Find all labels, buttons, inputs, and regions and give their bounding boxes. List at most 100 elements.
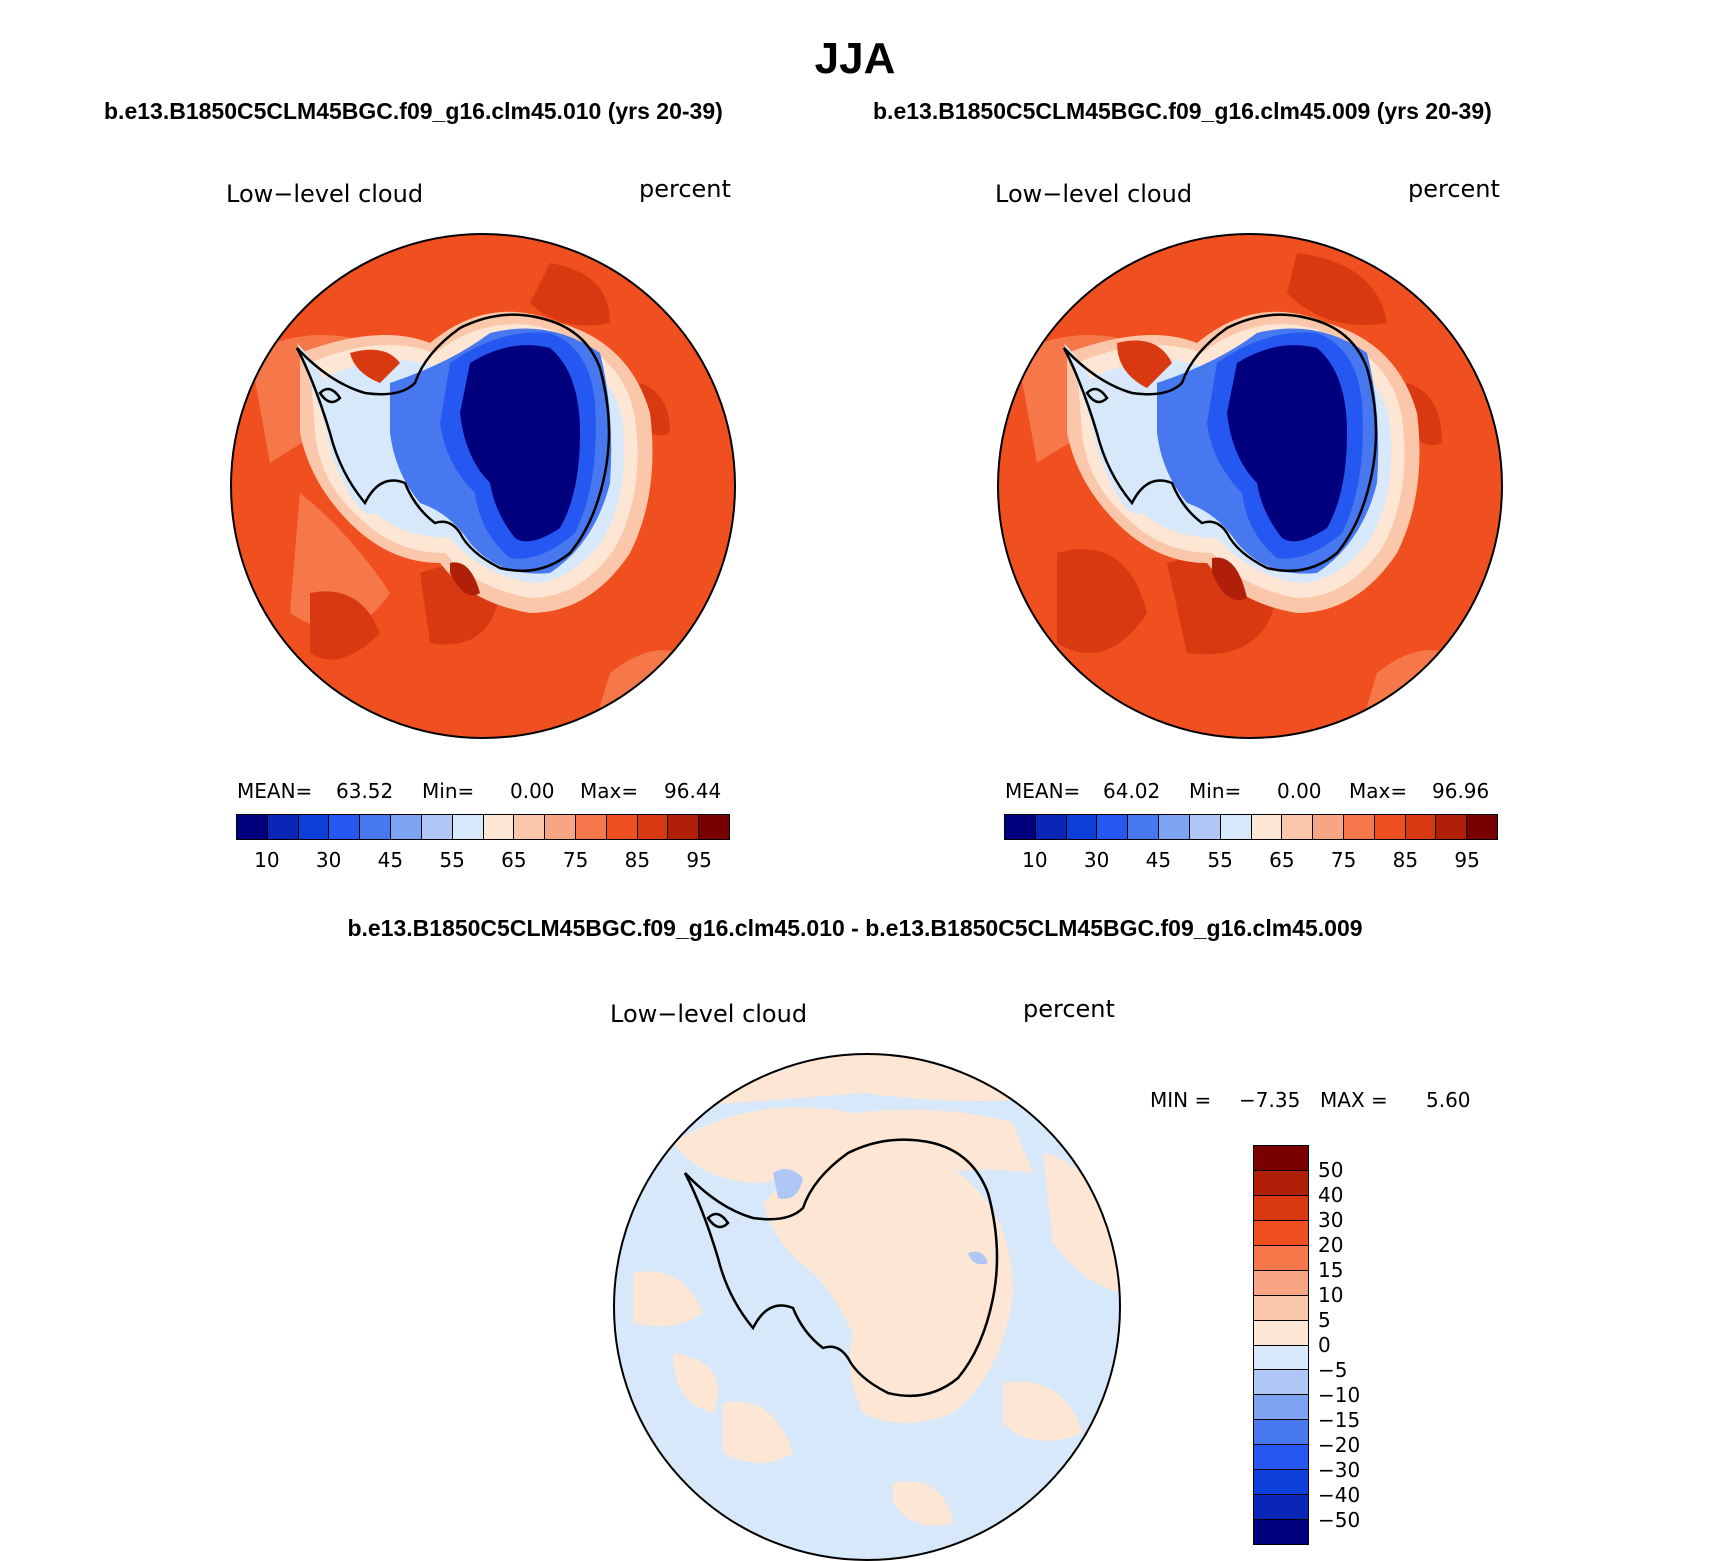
case-title-right: b.e13.B1850C5CLM45BGC.f09_g16.clm45.009 … [873, 98, 1492, 124]
colorbar-swatch [699, 815, 729, 839]
colorbar-tick-label: 30 [1318, 1208, 1344, 1232]
max-label-left: Max= [580, 779, 639, 803]
mean-label-right: MEAN= [1005, 779, 1081, 803]
colorbar-swatch [1254, 1270, 1308, 1296]
colorbar-tick-label: 50 [1318, 1158, 1344, 1182]
colorbar-swatch [1254, 1195, 1308, 1221]
colorbar-tick-label: 75 [562, 848, 589, 872]
colorbar-tick-label: 15 [1318, 1258, 1344, 1282]
colorbar-swatch [1254, 1520, 1308, 1544]
mean-label-left: MEAN= [237, 779, 313, 803]
colorbar-swatch [1254, 1320, 1308, 1346]
colorbar-swatch [1313, 815, 1344, 839]
units-label-right: percent [1408, 175, 1500, 203]
colorbar-tick-label: −10 [1318, 1383, 1361, 1407]
colorbar-swatch [637, 815, 669, 839]
colorbar-swatch [421, 815, 453, 839]
variable-label-left: Low−level cloud [226, 180, 424, 208]
colorbar-swatch [1343, 815, 1375, 839]
colorbar-tick-label: −15 [1318, 1408, 1361, 1432]
colorbar-tick-label: 65 [501, 848, 527, 872]
colorbar-swatch [1254, 1295, 1308, 1321]
colorbar-swatch [1254, 1470, 1308, 1496]
colorbar-swatch [1254, 1245, 1308, 1271]
colorbar-swatch [1035, 815, 1067, 839]
colorbar-swatch [1189, 815, 1221, 839]
colorbar-swatch [1128, 815, 1160, 839]
colorbar-swatch [514, 815, 546, 839]
colorbar-swatch [1374, 815, 1406, 839]
mean-value-right: 64.02 [1103, 779, 1161, 803]
colorbar-swatch [1254, 1395, 1308, 1421]
variable-label-right: Low−level cloud [995, 180, 1193, 208]
colorbar-tick-label: −50 [1318, 1508, 1361, 1532]
colorbar-tick-label: −30 [1318, 1458, 1361, 1482]
colorbar-swatch [1254, 1170, 1308, 1196]
colorbar-swatch [668, 815, 700, 839]
colorbar-swatch [391, 815, 422, 839]
difference-title: b.e13.B1850C5CLM45BGC.f09_g16.clm45.010 … [347, 915, 1363, 941]
colorbar-swatch [452, 815, 484, 839]
map-right [997, 233, 1503, 739]
variable-label-diff: Low−level cloud [610, 1000, 808, 1028]
colorbar-swatch [1282, 815, 1314, 839]
colorbar-swatch [1005, 815, 1036, 839]
colorbar-swatch [1254, 1420, 1308, 1446]
colorbar-tick-label: 30 [315, 848, 342, 872]
colorbar-tick-label: −5 [1318, 1358, 1348, 1382]
colorbar-swatch [298, 815, 330, 839]
colorbar-tick-label: 30 [1083, 848, 1110, 872]
colorbar-tick-label: 10 [1022, 848, 1048, 872]
colorbar-swatch [1467, 815, 1497, 839]
colorbar-swatch [1254, 1370, 1308, 1396]
figure-title: JJA [814, 34, 896, 83]
colorbar-swatch [1254, 1220, 1308, 1246]
units-label-diff: percent [1023, 995, 1115, 1023]
colorbar-tick-label: 55 [439, 848, 465, 872]
colorbar-tick-label: 45 [1145, 848, 1172, 872]
colorbar-tick-label: −40 [1318, 1483, 1361, 1507]
colorbar-swatch [1254, 1345, 1308, 1371]
colorbar-tick-label: 85 [624, 848, 651, 872]
colorbar-swatch [483, 815, 515, 839]
colorbar-swatch [1097, 815, 1129, 839]
colorbar-tick-label: 95 [686, 848, 712, 872]
colorbar-tick-label: 65 [1269, 848, 1295, 872]
colorbar-tick-label: 95 [1454, 848, 1480, 872]
colorbar-tick-label: −20 [1318, 1433, 1361, 1457]
colorbar-difference [1253, 1145, 1309, 1545]
diff-min-label: MIN = [1150, 1088, 1212, 1112]
map-left [230, 233, 736, 739]
diff-max-value: 5.60 [1426, 1088, 1471, 1112]
colorbar-swatch [1251, 815, 1283, 839]
colorbar-swatch [1254, 1495, 1308, 1521]
colorbar-tick-label: 20 [1318, 1233, 1344, 1257]
diff-max-label: MAX = [1320, 1088, 1388, 1112]
diff-min-value: −7.35 [1239, 1088, 1301, 1112]
case-title-left: b.e13.B1850C5CLM45BGC.f09_g16.clm45.010 … [104, 98, 723, 124]
colorbar-swatch [329, 815, 361, 839]
colorbar-swatch [1220, 815, 1252, 839]
colorbar-swatch [545, 815, 576, 839]
colorbar-left [236, 814, 730, 840]
min-label-right: Min= [1189, 779, 1242, 803]
colorbar-swatch [360, 815, 392, 839]
mean-value-left: 63.52 [336, 779, 394, 803]
colorbar-tick-label: 10 [254, 848, 280, 872]
colorbar-swatch [237, 815, 268, 839]
units-label-left: percent [639, 175, 731, 203]
colorbar-swatch [1254, 1146, 1308, 1171]
colorbar-swatch [575, 815, 607, 839]
colorbar-swatch [606, 815, 638, 839]
colorbar-swatch [1254, 1445, 1308, 1471]
max-value-left: 96.44 [664, 779, 722, 803]
max-value-right: 96.96 [1432, 779, 1490, 803]
colorbar-swatch [1066, 815, 1098, 839]
colorbar-tick-label: 40 [1318, 1183, 1344, 1207]
min-value-right: 0.00 [1277, 779, 1322, 803]
colorbar-swatch [267, 815, 299, 839]
colorbar-tick-label: 85 [1392, 848, 1419, 872]
map-difference [613, 1053, 1121, 1561]
min-label-left: Min= [422, 779, 475, 803]
colorbar-tick-label: 45 [377, 848, 404, 872]
